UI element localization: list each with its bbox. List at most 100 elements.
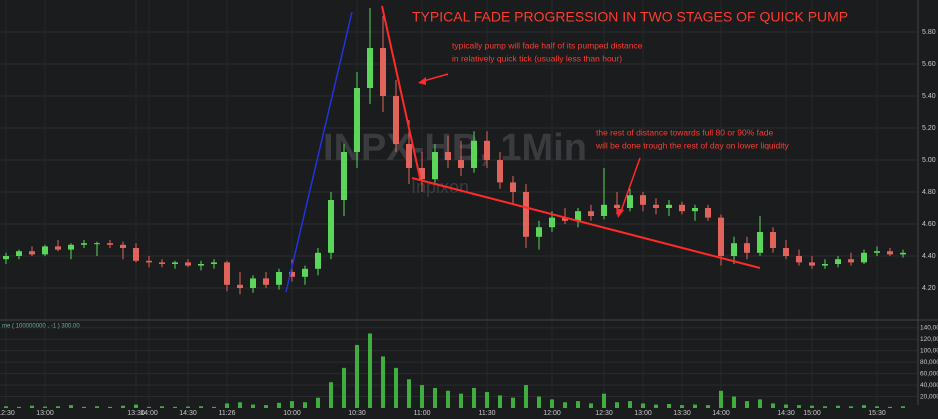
candle-body xyxy=(55,246,61,250)
x-tick-label: 11:00 xyxy=(414,410,431,417)
arrow xyxy=(619,157,641,215)
volume-bar xyxy=(472,387,476,408)
volume-bar xyxy=(797,405,801,408)
x-tick-label: 14:30 xyxy=(777,410,795,417)
volume-bar xyxy=(420,385,424,408)
y-tick-label: 5.40 xyxy=(922,93,936,100)
volume-bar xyxy=(810,405,814,408)
volume-bar xyxy=(342,367,346,408)
volume-bar xyxy=(485,391,489,408)
x-tick-label: 14:00 xyxy=(712,410,730,417)
candle-body xyxy=(328,200,334,253)
y2-tick-label: 40,000 xyxy=(920,382,938,389)
volume-bar xyxy=(563,402,567,408)
volume-bar xyxy=(732,396,736,408)
x-tick-label: 15:30 xyxy=(868,410,886,417)
y2-tick-label: 100,000 xyxy=(920,347,938,354)
volume-bar xyxy=(446,390,450,408)
candle-body xyxy=(640,195,646,205)
fade-line xyxy=(381,5,421,179)
candle-body xyxy=(393,96,399,144)
candle-body xyxy=(588,211,594,216)
candle-body xyxy=(445,152,451,160)
volume-bar xyxy=(147,406,151,408)
volume-bar xyxy=(628,401,632,408)
candle-body xyxy=(523,192,529,237)
x-tick-label: 11:26 xyxy=(219,410,236,417)
candle-body xyxy=(42,246,48,255)
candle-body xyxy=(822,264,828,266)
y2-tick-label: 120,000 xyxy=(920,336,938,343)
candle-body xyxy=(224,262,230,285)
volume-bar xyxy=(758,399,762,408)
candle-body xyxy=(289,272,295,277)
candle-body xyxy=(809,262,815,266)
volume-bar xyxy=(173,406,177,408)
candle-body xyxy=(146,260,152,263)
candle-body xyxy=(94,243,100,245)
candle-body xyxy=(185,262,191,266)
x-tick-label: 12:30 xyxy=(595,410,613,417)
candle-body xyxy=(432,152,438,180)
volume-bar xyxy=(875,406,879,408)
x-tick-label: 15:00 xyxy=(803,410,821,417)
volume-bar xyxy=(108,406,112,408)
volume-bar xyxy=(745,401,749,408)
candle-body xyxy=(848,259,854,263)
volume-bar xyxy=(394,367,398,408)
candle-body xyxy=(900,252,906,255)
candle-body xyxy=(16,251,22,256)
volume-label: me ( 100000000 , -1 ) 300.00 xyxy=(2,324,80,330)
volume-bar xyxy=(849,406,853,408)
volume-bar xyxy=(316,397,320,408)
y-tick-label: 5.20 xyxy=(922,125,936,132)
x-tick-label: 10:30 xyxy=(348,410,366,417)
marks xyxy=(3,8,906,408)
candle-body xyxy=(692,208,698,212)
candle-body xyxy=(653,204,659,208)
y-tick-label: 5.00 xyxy=(922,157,936,164)
candle-body xyxy=(601,204,607,216)
candle-body xyxy=(133,248,139,261)
volume-bar xyxy=(524,385,528,408)
volume-bar xyxy=(654,404,658,408)
y-tick-label: 4.60 xyxy=(922,221,936,228)
volume-bar xyxy=(641,403,645,408)
x-tick-label: 13:30 xyxy=(673,410,691,417)
candle-body xyxy=(406,144,412,168)
volume-bar xyxy=(238,402,242,408)
x-tick-label: 11:30 xyxy=(479,410,496,417)
candle-body xyxy=(471,140,477,168)
x-tick-label: 12:00 xyxy=(543,410,561,417)
volume-bar xyxy=(511,397,515,408)
volume-bar xyxy=(251,404,255,408)
volume-bar xyxy=(121,405,125,408)
volume-bar xyxy=(43,406,47,408)
candle-body xyxy=(458,160,464,168)
candle-body xyxy=(237,284,243,288)
candle-body xyxy=(159,262,165,264)
candle-body xyxy=(718,217,724,256)
volume-bar xyxy=(264,405,268,408)
candle-body xyxy=(367,48,373,88)
candle-body xyxy=(666,204,672,208)
pump-line xyxy=(285,11,353,293)
fade-line xyxy=(411,177,761,269)
y-tick-label: 4.20 xyxy=(922,285,936,292)
y2-tick-label: 80,000 xyxy=(920,359,938,366)
volume-bar xyxy=(186,406,190,408)
volume-bar xyxy=(30,405,34,408)
candle-body xyxy=(510,182,516,192)
annotation: will be done trough the rest of day on l… xyxy=(595,140,790,150)
annotation: typically pump will fade half of its pum… xyxy=(452,40,643,50)
volume-bar xyxy=(823,406,827,408)
candle-body xyxy=(29,251,35,255)
candle-body xyxy=(731,243,737,256)
candle-body xyxy=(770,232,776,248)
volume-bar xyxy=(498,395,502,408)
volume-bar xyxy=(199,406,203,408)
candle-body xyxy=(419,168,425,180)
volume-bar xyxy=(901,406,905,408)
candle-body xyxy=(757,232,763,253)
